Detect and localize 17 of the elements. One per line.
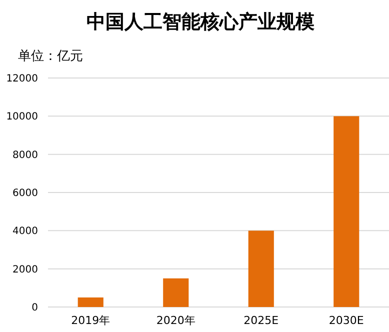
y-tick-label: 10000 bbox=[6, 112, 38, 123]
bar bbox=[248, 230, 274, 307]
x-tick-label: 2019年 bbox=[71, 314, 110, 327]
bar bbox=[78, 297, 104, 307]
y-tick-label: 6000 bbox=[12, 188, 38, 199]
y-tick-label: 4000 bbox=[12, 226, 38, 238]
x-tick-label: 2020年 bbox=[156, 314, 196, 327]
chart-subtitle: 单位：亿元 bbox=[18, 49, 83, 64]
y-tick-label: 12000 bbox=[6, 74, 38, 84]
x-tick-label: 2030E bbox=[328, 314, 364, 327]
chart-title: 中国人工智能核心产业规模 bbox=[86, 11, 314, 33]
x-tick-label: 2025E bbox=[244, 314, 279, 327]
bar bbox=[163, 278, 189, 307]
y-tick-label: 8000 bbox=[12, 150, 38, 161]
y-tick-label: 2000 bbox=[12, 264, 38, 276]
bar bbox=[334, 116, 360, 307]
y-tick-label: 0 bbox=[32, 302, 38, 314]
